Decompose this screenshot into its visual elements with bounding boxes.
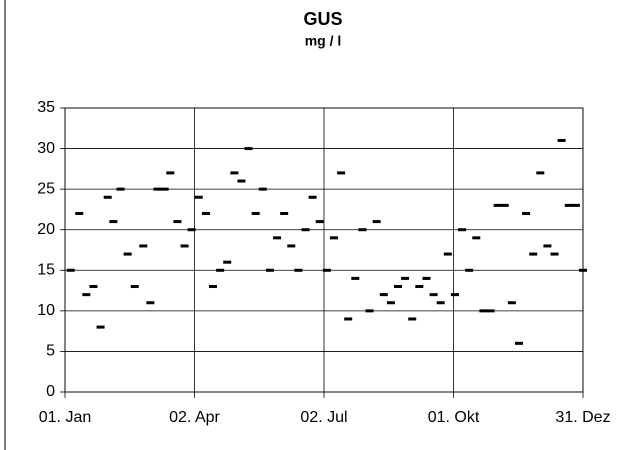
marker: [415, 285, 424, 289]
marker: [173, 220, 182, 224]
plot-frame: [64, 107, 584, 393]
marker: [465, 268, 474, 272]
marker: [365, 309, 374, 313]
marker: [153, 187, 162, 191]
marker: [543, 244, 552, 248]
marker: [139, 244, 148, 248]
marker: [472, 236, 481, 240]
marker: [500, 203, 509, 207]
chart-title: GUS: [303, 9, 342, 29]
marker: [493, 203, 502, 207]
marker: [507, 301, 516, 305]
marker: [379, 293, 388, 297]
marker: [536, 171, 545, 175]
marker: [237, 179, 246, 183]
y-tick-label: 35: [37, 99, 55, 116]
marker: [123, 252, 132, 256]
marker: [550, 252, 559, 256]
marker: [579, 268, 587, 272]
marker: [329, 236, 338, 240]
marker: [273, 236, 282, 240]
marker: [522, 211, 531, 215]
marker: [109, 220, 118, 224]
marker: [450, 293, 459, 297]
y-tick-label: 30: [37, 140, 55, 157]
marker: [408, 317, 417, 321]
marker: [251, 211, 260, 215]
marker: [280, 211, 289, 215]
marker: [308, 195, 317, 199]
marker: [486, 309, 495, 313]
y-tick-label: 20: [37, 221, 55, 238]
marker: [386, 301, 395, 305]
marker: [187, 228, 196, 232]
marker: [96, 325, 105, 329]
marker: [287, 244, 296, 248]
marker: [557, 138, 566, 142]
marker: [372, 220, 381, 224]
marker: [209, 285, 217, 289]
marker: [230, 171, 239, 175]
marker: [160, 187, 169, 191]
marker: [223, 260, 232, 264]
marker: [216, 268, 225, 272]
marker: [529, 252, 538, 256]
marker: [180, 244, 189, 248]
marker: [265, 268, 274, 272]
marker: [401, 276, 410, 280]
x-tick-label: 02. Jul: [300, 409, 347, 426]
marker: [564, 203, 573, 207]
marker: [315, 220, 324, 224]
y-tick-label: 10: [37, 302, 55, 319]
x-tick-label: 01. Okt: [428, 409, 480, 426]
y-tick-label: 15: [37, 262, 55, 279]
marker: [258, 187, 267, 191]
marker: [66, 268, 75, 272]
marker: [75, 211, 84, 215]
marker: [337, 171, 346, 175]
marker: [166, 171, 175, 175]
marker: [422, 276, 431, 280]
marker: [244, 147, 253, 151]
y-tick-label: 25: [37, 180, 55, 197]
marker: [301, 228, 310, 232]
chart-subtitle: mg / l: [305, 33, 342, 49]
marker: [479, 309, 488, 313]
marker: [443, 252, 452, 256]
marker: [429, 293, 438, 297]
marker: [294, 268, 303, 272]
marker: [514, 341, 523, 345]
marker: [322, 268, 331, 272]
x-tick-label: 01. Jan: [39, 409, 91, 426]
marker: [146, 301, 155, 305]
marker: [194, 195, 203, 199]
marker: [344, 317, 353, 321]
marker: [130, 285, 139, 289]
marker: [571, 203, 580, 207]
marker: [116, 187, 125, 191]
x-tick-label: 31. Dez: [555, 409, 610, 426]
y-tick-label: 0: [46, 383, 55, 400]
marker: [103, 195, 112, 199]
marker: [358, 228, 367, 232]
x-tick-label: 02. Apr: [169, 409, 220, 426]
marker: [89, 285, 98, 289]
marker: [458, 228, 467, 232]
marker: [351, 276, 360, 280]
marker: [201, 211, 210, 215]
marker: [394, 285, 402, 289]
y-tick-label: 5: [46, 343, 55, 360]
marker: [82, 293, 91, 297]
marker: [436, 301, 445, 305]
